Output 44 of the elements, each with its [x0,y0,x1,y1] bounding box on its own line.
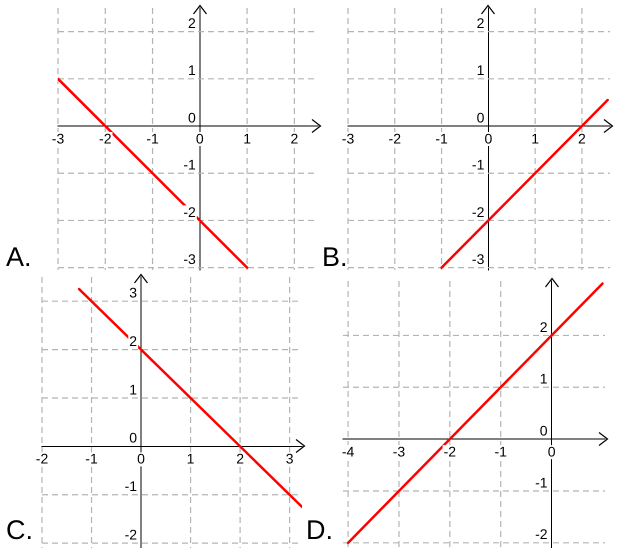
x-tick-label: 1 [243,130,252,146]
y-tick-label: -3 [183,251,196,267]
x-tick-label: -1 [494,443,508,460]
text: B. [322,242,348,272]
x-tick-label: -1 [85,450,98,467]
y-tick-label: -2 [124,526,138,543]
x-tick-label: 2 [578,130,586,146]
y-tick-label: -2 [183,204,196,220]
y-tick-label: 1 [129,381,138,398]
text: D. [306,515,333,545]
x-tick-label: 3 [286,450,294,467]
x-tick-label: -2 [36,450,48,467]
x-tick-label: -2 [99,130,112,146]
y-tick-label: 0 [188,109,196,126]
x-tick-label: -3 [52,130,64,146]
y-tick-label: 0 [476,109,485,126]
y-tick-label: 2 [188,14,196,31]
y-tick-label: -1 [535,474,548,490]
x-tick-label: -3 [392,443,406,460]
x-tick-label: -2 [388,130,402,146]
x-tick-label: -3 [342,130,354,146]
y-tick-label: -2 [535,526,548,542]
text: C. [6,515,33,545]
y-tick-label: -1 [183,156,196,173]
x-tick-label: -2 [444,443,456,460]
y-tick-label: 2 [129,332,138,349]
y-tick-label: -3 [472,251,485,267]
y-tick-label: 1 [188,62,196,78]
y-tick-label: 0 [540,422,548,438]
y-tick-label: 0 [129,430,138,446]
x-tick-label: 2 [290,130,298,146]
text: A. [6,242,32,272]
x-tick-label: -4 [342,443,355,460]
y-tick-label: 1 [476,62,485,78]
x-tick-label: 2 [236,450,244,467]
x-tick-label: -1 [435,130,448,146]
y-tick-label: 3 [129,284,138,301]
y-tick-label: -1 [124,478,138,494]
y-tick-label: 1 [540,370,548,387]
x-tick-label: -1 [146,130,159,146]
y-tick-label: -2 [472,204,485,220]
y-tick-label: 2 [476,14,485,31]
y-tick-label: -1 [472,156,485,173]
y-tick-label: 2 [540,318,548,335]
